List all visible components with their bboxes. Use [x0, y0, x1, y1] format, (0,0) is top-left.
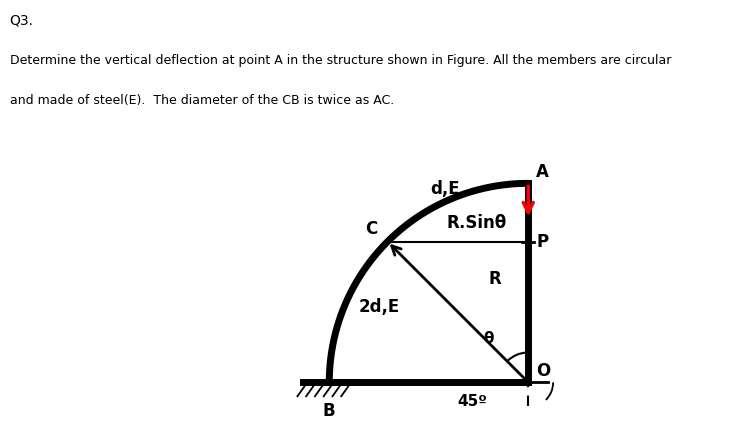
Text: B: B [323, 402, 335, 420]
Text: d,E: d,E [430, 180, 460, 198]
Text: C: C [366, 219, 377, 238]
Text: Q3.: Q3. [10, 13, 33, 27]
Text: O: O [536, 363, 551, 380]
Text: P: P [536, 232, 548, 251]
Text: R: R [488, 270, 501, 288]
Text: θ: θ [483, 331, 494, 346]
Text: R.Sinθ: R.Sinθ [446, 214, 507, 232]
Text: 45º: 45º [457, 394, 488, 409]
Text: A: A [536, 163, 549, 181]
Text: 2d,E: 2d,E [358, 298, 400, 316]
Text: and made of steel(E).  The diameter of the CB is twice as AC.: and made of steel(E). The diameter of th… [10, 94, 394, 107]
Text: Determine the vertical deflection at point A in the structure shown in Figure. A: Determine the vertical deflection at poi… [10, 54, 671, 67]
